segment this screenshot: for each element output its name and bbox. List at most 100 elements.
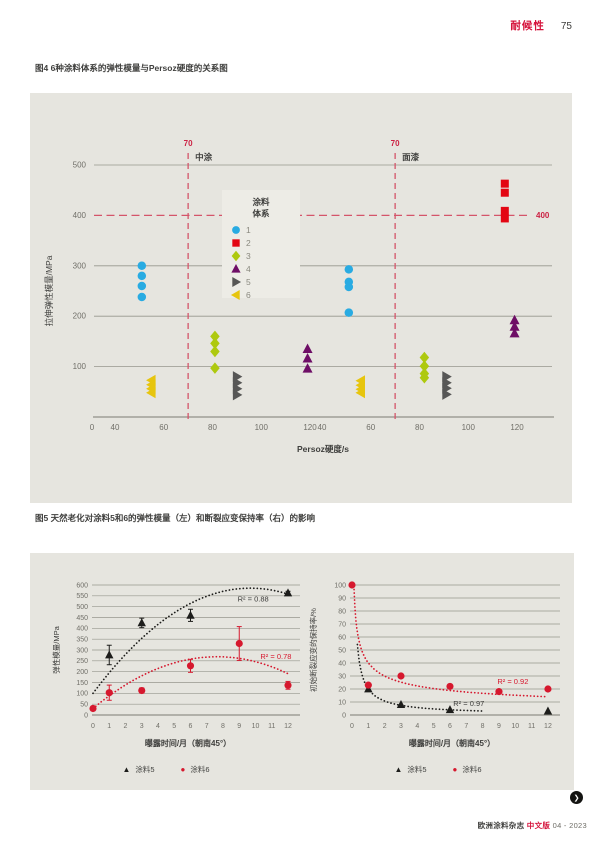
y-tick-label: 100 [76,691,88,698]
triangle-marker-icon: ▲ [122,764,131,774]
triangle-marker-icon: ▲ [394,764,403,774]
x-tick-label: 1 [107,723,111,730]
x-tick-label: 5 [432,723,436,730]
issue-label: 04 - 2023 [552,821,587,830]
data-point-circle [137,292,147,302]
data-point-triangle-up [509,327,520,338]
data-point-triangle-up [396,699,406,708]
x-axis-label: 曝露时间/月（朝南45°） [409,738,495,748]
x-tick-label: 8 [221,723,225,730]
y-tick-label: 40 [338,660,346,667]
x-tick-label: 120 [303,423,317,432]
series-4 [302,314,520,373]
x-tick-label: 8 [481,723,485,730]
data-point-square [232,239,240,247]
figure5-title: 图5 天然老化对涂料5和6的弹性模量（左）和断裂应变保持率（右）的影响 [35,513,316,523]
data-point-triangle-up [509,314,520,325]
x-tick-label: 40 [318,423,327,432]
legend-item-label: 6 [246,290,251,300]
legend-label: 涂料5 [135,765,155,774]
r-squared-label: R² = 0.78 [260,652,291,661]
y-axis-label: 弹性模量/MPa [51,625,61,673]
legend-item: ▲ 涂料5 [394,764,426,775]
section-title: 耐候性 [510,20,545,32]
circle-marker-icon: ● [452,764,458,774]
y-tick-label: 550 [76,593,88,600]
y-tick-label: 400 [73,211,87,220]
series-2 [500,179,509,223]
data-point-diamond [231,250,241,262]
figure4-title: 图4 6种涂料体系的弹性模量与Persoz硬度的关系图 [35,63,228,73]
r-squared-label: R² = 0.97 [453,699,484,708]
data-point-circle [495,688,503,696]
x-tick-label: 60 [159,423,168,432]
y-tick-label: 80 [338,608,346,615]
y-tick-label: 500 [76,604,88,611]
data-point-circle [89,704,97,713]
x-tick-label: 11 [528,723,535,730]
x-tick-label: 5 [172,723,176,730]
data-point-triangle-up [543,706,553,715]
data-point-circle [397,672,405,680]
legend-item: ● 涂料6 [181,764,210,775]
y-tick-label: 500 [73,161,87,170]
series-5 [232,371,452,401]
x-tick-label: 80 [415,423,424,432]
data-point-circle [232,226,240,234]
x-tick-label: 4 [415,723,419,730]
x-tick-label: 80 [208,423,217,432]
data-point-triangle-up [302,363,313,373]
figure4-chart: 100 200 300 400 500 400 0 70 中涂 40 60 80 100 120 70 面漆 4… [30,93,572,503]
x-tick-label: 120 [510,423,524,432]
circle-marker-icon: ● [180,764,186,774]
y-tick-label: 30 [338,673,346,680]
data-point-square [500,206,509,215]
page-header: 耐候性 75 [510,18,572,33]
data-point-circle [137,281,147,291]
data-point-circle [235,639,243,648]
data-point-triangle-up [302,343,313,353]
y-tick-label: 0 [342,712,346,719]
legend-item: ● 涂料6 [453,764,482,775]
x-tick-label: 7 [205,723,209,730]
data-point-triangle-right [232,389,243,401]
y-tick-label: 20 [338,686,346,693]
x-tick-label: 12 [284,723,292,730]
data-point-triangle-up [302,353,313,363]
data-point-diamond [210,337,220,350]
trend-curve [92,587,289,695]
data-point-diamond [419,360,430,372]
x-tick-label: 10 [511,723,519,730]
x-tick-label: 10 [252,723,260,730]
x-tick-label: 100 [462,423,476,432]
y-tick-label: 300 [76,647,88,654]
data-point-circle [137,261,147,271]
x-tick-label: 1 [366,723,370,730]
y-tick-label: 50 [80,701,88,708]
y-tick-label: 400 [76,626,88,633]
data-point-triangle-up [445,705,455,714]
x-tick-label: 7 [464,723,468,730]
next-page-arrow-icon[interactable]: ❯ [570,791,583,804]
data-point-triangle-up [186,610,195,619]
data-point-diamond [419,351,430,364]
x-tick-label: 9 [237,723,241,730]
page-footer: 欧洲涂料杂志 中文版 04 - 2023 [478,820,587,831]
series-1 [137,261,354,317]
x-tick-label: 6 [189,723,193,730]
data-point-circle [344,282,354,292]
data-point-diamond [210,330,220,343]
y-tick-label: 70 [338,621,346,628]
fig5-right-legend: ▲ 涂料5 ● 涂料6 [302,764,574,775]
x-tick-label: 11 [268,723,275,730]
data-point-triangle-right [442,388,452,400]
data-point-square [500,214,509,223]
threshold-label: 70 [184,139,193,148]
data-point-circle [348,581,356,589]
legend-title: 体系 [252,209,270,219]
r-squared-label: R² = 0.92 [497,677,528,686]
data-point-triangle-up [509,321,520,331]
data-point-circle [138,686,146,695]
